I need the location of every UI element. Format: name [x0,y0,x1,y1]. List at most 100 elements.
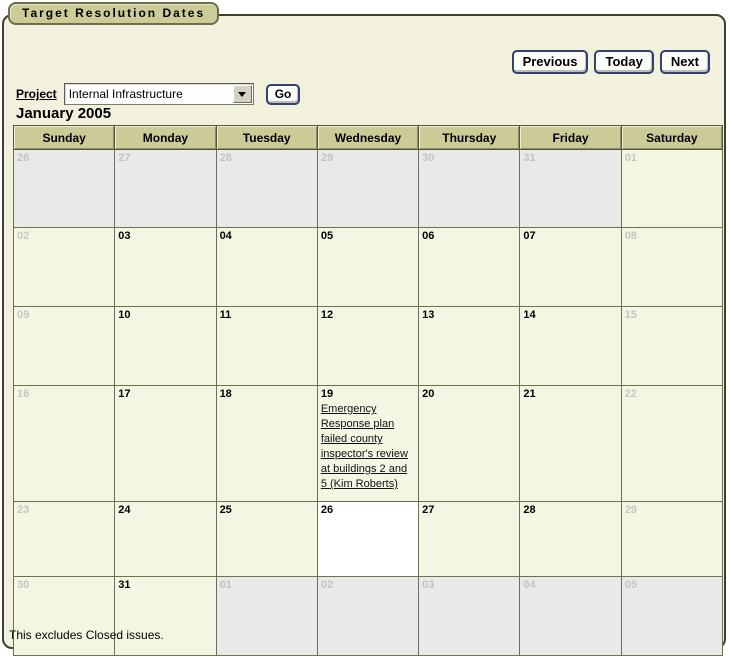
calendar-cell-18: 18 [215,385,318,502]
calendar-cell-13: 13 [418,306,521,386]
calendar-table: Sunday Monday Tuesday Wednesday Thursday Frid… [12,125,724,656]
project-select-value: Internal Infrastructure [68,87,183,101]
project-filter-row: Project Internal Infrastructure Go [16,83,301,105]
day-number: 12 [320,309,334,321]
calendar-panel: Previous Today Next Project Internal Inf… [2,14,726,656]
calendar-week-row: 02 03 04 05 06 07 08 [12,227,724,307]
calendar-cell-28: 28 [519,501,622,577]
day-number: 09 [17,309,30,321]
calendar-week-row: 16 17 18 19 Emergency Response plan failed c… [12,385,724,502]
calendar-cell-31: 31 [114,576,217,656]
calendar-cell-04: 04 [215,227,318,307]
day-number: 01 [219,579,232,591]
calendar-cell-26: 26 [316,501,420,577]
next-button[interactable]: Next [659,50,710,74]
day-number: 02 [320,579,334,591]
day-number: 30 [17,579,30,591]
calendar-week-row: 09 10 11 12 13 14 15 [12,306,724,386]
day-number: 15 [624,309,637,321]
day-header-tuesday: Tuesday [215,125,318,150]
day-number: 13 [422,309,435,321]
calendar-cell-11: 11 [215,306,318,386]
day-number: 20 [422,388,435,400]
calendar-cell-31: 31 [519,149,622,228]
day-number: 11 [219,309,232,321]
day-number: 03 [118,230,131,242]
day-number: 16 [17,388,30,400]
day-header-wednesday: Wednesday [316,125,420,150]
calendar-cell-20: 20 [418,385,521,502]
calendar-cell-25: 25 [215,501,318,577]
calendar-cell-30: 30 [12,576,116,656]
calendar-cell-07: 07 [519,227,622,307]
calendar-week-row: 23 24 25 26 27 28 29 [12,501,724,577]
calendar-cell-16: 16 [12,385,116,502]
event-link[interactable]: Emergency Response plan failed county in… [320,403,408,490]
day-number: 25 [219,504,232,516]
calendar-cell-12: 12 [316,306,420,386]
calendar-cell-03: 03 [114,227,217,307]
day-number: 29 [624,504,637,516]
day-header-friday: Friday [519,125,622,150]
calendar-cell-22: 22 [620,385,724,502]
calendar-cell-29: 29 [316,149,420,228]
day-number: 26 [17,152,30,164]
day-number: 28 [219,152,232,164]
day-number: 01 [624,152,637,164]
calendar-cell-14: 14 [519,306,622,386]
calendar-cell-09: 09 [12,306,116,386]
day-header-monday: Monday [114,125,217,150]
project-label-link[interactable]: Project [16,87,57,101]
footnote: This excludes Closed issues. [9,628,164,642]
day-number: 02 [17,230,30,242]
day-number: 05 [320,230,334,242]
go-button[interactable]: Go [265,83,301,105]
day-header-sunday: Sunday [12,125,116,150]
project-select[interactable]: Internal Infrastructure [63,83,254,105]
day-number: 08 [624,230,637,242]
calendar-cell-01: 01 [620,149,724,228]
page-title: Target Resolution Dates [22,6,206,20]
day-number: 14 [523,309,536,321]
day-number: 04 [523,579,536,591]
calendar-cell-26: 26 [12,149,116,228]
day-number: 26 [320,504,334,516]
calendar-cell-19: 19 Emergency Response plan failed county … [316,385,420,502]
day-number: 28 [523,504,536,516]
day-number: 27 [118,152,131,164]
day-number: 29 [320,152,334,164]
calendar-cell-21: 21 [519,385,622,502]
calendar-cell-23: 23 [12,501,116,577]
calendar-cell-10: 10 [114,306,217,386]
calendar-cell-05: 05 [620,576,724,656]
page-title-tab: Target Resolution Dates [8,2,220,25]
day-number: 31 [118,579,131,591]
calendar-cell-15: 15 [620,306,724,386]
day-number: 10 [118,309,131,321]
day-number: 07 [523,230,536,242]
calendar-header-row: Sunday Monday Tuesday Wednesday Thursday Frid… [12,125,724,150]
day-number: 19 [320,388,334,400]
calendar-cell-29: 29 [620,501,724,577]
day-header-thursday: Thursday [418,125,521,150]
dropdown-arrow-icon[interactable] [232,85,252,103]
day-number: 06 [422,230,435,242]
calendar-cell-27: 27 [418,501,521,577]
previous-button[interactable]: Previous [511,50,589,74]
calendar-navbar: Previous Today Next [511,50,710,74]
day-number: 17 [118,388,131,400]
day-number: 30 [422,152,435,164]
day-number: 27 [422,504,435,516]
calendar-cell-02: 02 [12,227,116,307]
calendar-cell-02: 02 [316,576,420,656]
day-number: 18 [219,388,232,400]
today-button[interactable]: Today [594,50,654,74]
calendar-cell-17: 17 [114,385,217,502]
calendar-cell-05: 05 [316,227,420,307]
calendar-cell-08: 08 [620,227,724,307]
calendar-body: 26 27 28 29 30 31 01 02 03 04 05 06 07 08 09 10 11 12 13 14… [12,149,724,656]
day-header-saturday: Saturday [620,125,724,150]
day-number: 05 [624,579,637,591]
calendar-cell-06: 06 [418,227,521,307]
